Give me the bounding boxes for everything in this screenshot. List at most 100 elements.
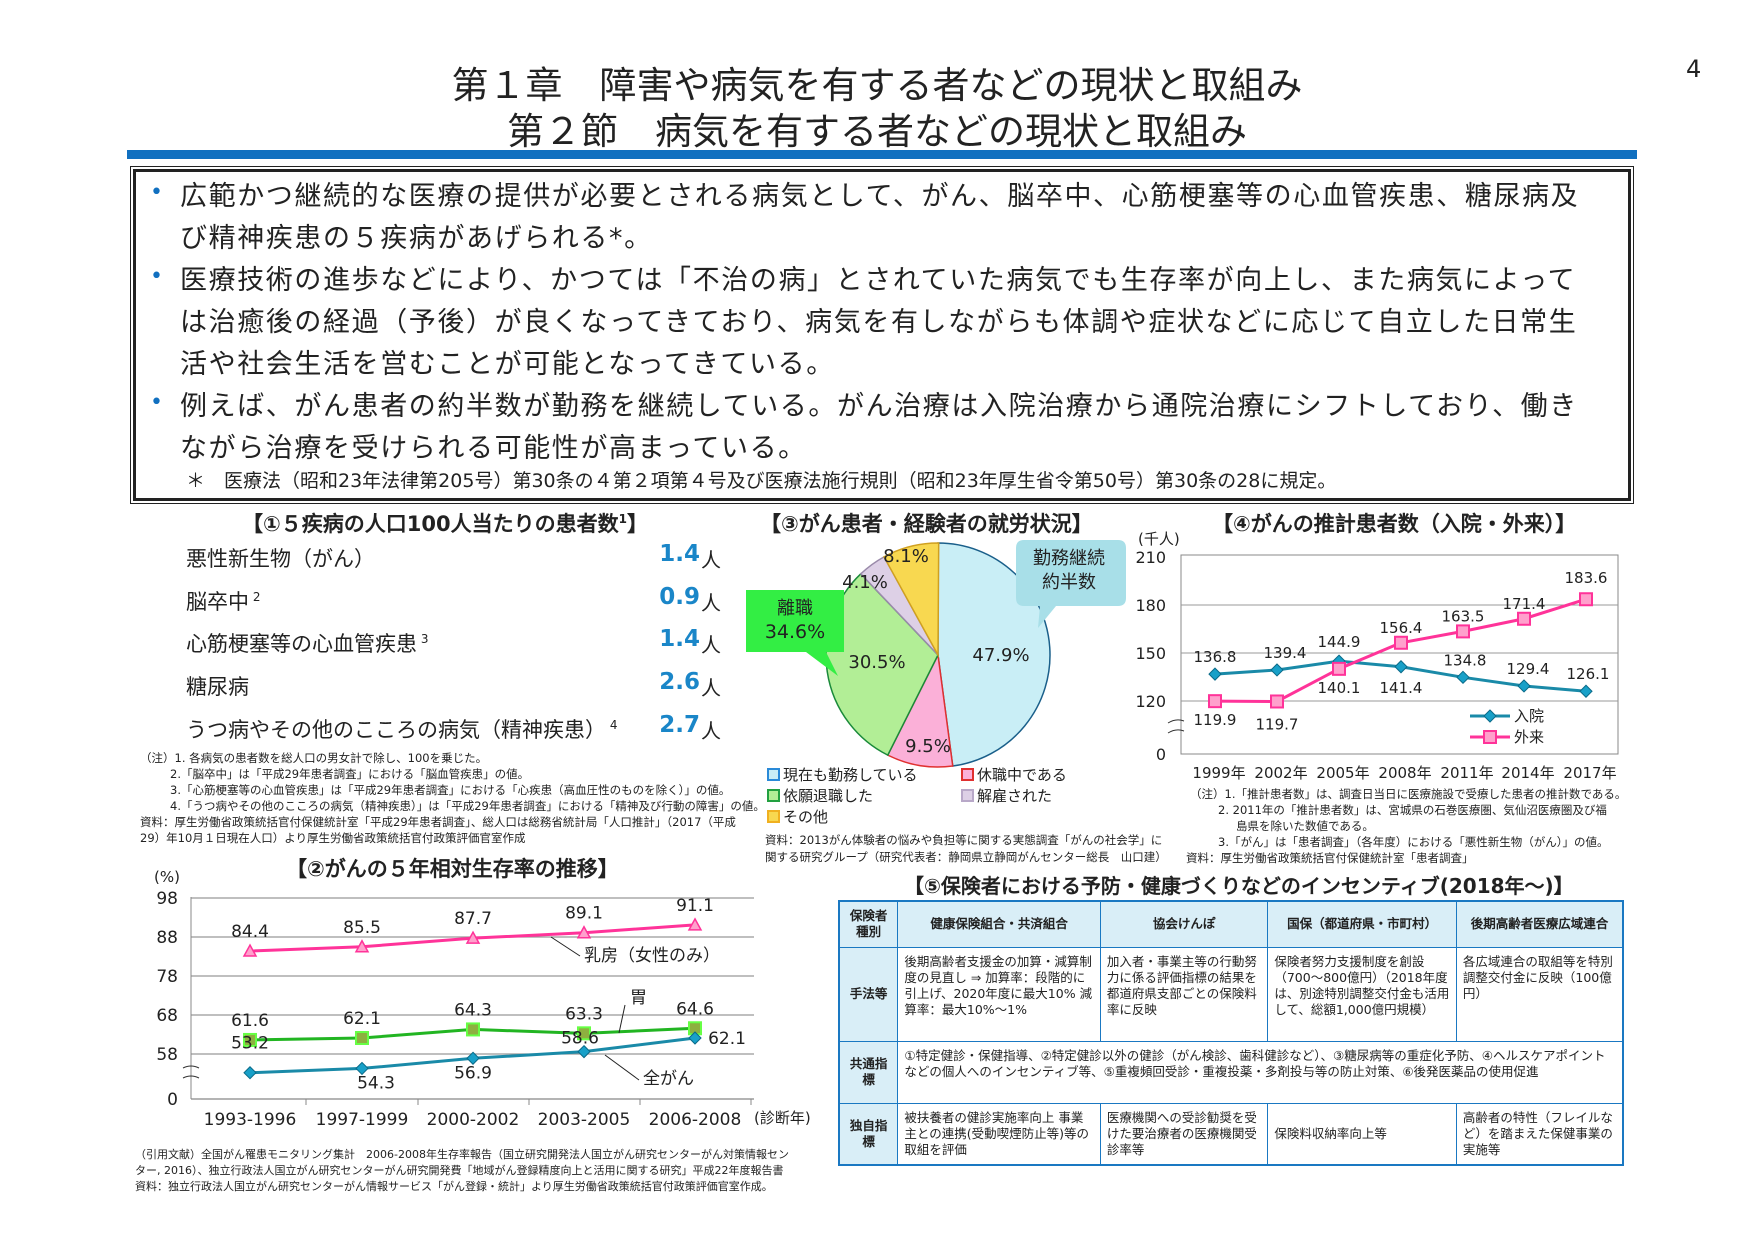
footnote-ref: 4 <box>606 718 618 732</box>
bullet-1-line-2: び精神疾患の５疾病があげられる*。 <box>180 223 653 254</box>
plot-frame <box>1180 554 1619 755</box>
data-label: 141.4 <box>1380 679 1423 697</box>
header-late-elderly: 後期高齢者医療広域連合 <box>1455 900 1624 948</box>
y-tick-label: 68 <box>156 1006 178 1026</box>
legend-label: 依願退職した <box>783 787 873 805</box>
slice-label: 47.9% <box>972 645 1029 666</box>
disease-label: 脳卒中 2 <box>186 590 261 614</box>
legend-marker <box>1483 730 1497 744</box>
data-point <box>577 1044 591 1059</box>
data-label: 134.8 <box>1444 651 1487 669</box>
y-tick-label: 98 <box>156 889 178 909</box>
bullet-2-line-2: は治癒後の経過（予後）が良くなってきており、病気を有しながらも体調や症状などに応… <box>180 307 1578 338</box>
header-kyokai-kenpo: 協会けんぽ <box>1099 900 1269 948</box>
data-point <box>1517 679 1531 693</box>
data-point <box>354 939 370 953</box>
chart4-note: 3.「がん」は「患者調査」（各年度）における「悪性新生物（がん）」の値。 <box>1218 835 1609 849</box>
panel5-title: 【⑤保険者における予防・健康づくりなどのインセンティブ(2018年〜)】 <box>904 874 1574 898</box>
y-tick-label: 0 <box>167 1090 178 1110</box>
patient-count-value: 0.9 <box>659 584 700 610</box>
panel1-note: 2.「脳卒中」は「平成29年患者調査」における「脳血管疾患」の値。 <box>170 767 530 781</box>
data-point <box>465 930 481 944</box>
axis-break-icon <box>182 1065 200 1079</box>
summary-footnote: ＊ 医療法（昭和23年法律第205号）第30条の４第２項第４号及び医療法施行規則… <box>186 470 1337 492</box>
summary-box <box>130 166 1634 504</box>
table-cell: 後期高齢者支援金の加算・減算制度の見直し ⇒ 加算率：段階的に引上げ、2020年… <box>897 946 1101 1042</box>
data-point <box>1456 670 1470 685</box>
data-label: 64.6 <box>676 999 714 1019</box>
table-row: 共通指標 ①特定健診・保健指導、②特定健診以外の健診（がん検診、歯科健診など）、… <box>838 1040 1624 1104</box>
bullet-3-line-1: 例えば、がん患者の約半数が勤務を継続している。がん治療は入院治療から通院治療にシ… <box>180 391 1578 422</box>
patient-count-value: 2.7 <box>659 712 700 738</box>
chart4-note: 2. 2011年の「推計患者数」は、宮城県の石巻医療圏、気仙沼医療圏及び福 <box>1218 803 1607 817</box>
x-tick-label: 2011年 <box>1440 764 1493 782</box>
data-label: 61.6 <box>231 1011 269 1031</box>
panel1-title: 【①５疾病の人口100人当たりの患者数1】 <box>242 508 648 538</box>
chart3-source: 関する研究グループ（研究代表者：静岡県立静岡がんセンター総長 山口建） <box>765 850 1167 864</box>
row-head: 共通指標 <box>838 1040 899 1104</box>
x-tick-label: 2014年 <box>1501 764 1554 782</box>
data-label: 54.3 <box>357 1073 395 1093</box>
legend-label: 外来 <box>1514 728 1544 746</box>
data-point <box>242 943 258 957</box>
callout-right <box>1016 540 1126 628</box>
callout-right-text: 勤務継続 <box>1033 548 1105 569</box>
x-tick-label: 1993-1996 <box>204 1110 297 1130</box>
data-point <box>687 917 703 931</box>
incentive-table: 保険者種別 健康保険組合・共済組合 協会けんぽ 国保（都道府県・市町村） 後期高… <box>838 900 1624 1167</box>
data-label: 62.1 <box>343 1009 381 1029</box>
data-point <box>577 1026 591 1041</box>
page-number: 4 <box>1686 55 1702 83</box>
data-label: 58.6 <box>561 1029 599 1049</box>
header-insurer-type: 保険者種別 <box>838 900 899 948</box>
data-point <box>576 925 592 939</box>
axis-break-icon <box>1167 719 1185 734</box>
unit-label: 人 <box>701 548 721 572</box>
legend-swatch <box>961 789 974 802</box>
data-label: 139.4 <box>1264 644 1307 662</box>
data-point <box>1456 624 1470 639</box>
panel1-source: 資料：厚生労働省政策統括官付保健統計室「平成29年患者調査」、総人口は総務省統計… <box>140 815 736 829</box>
data-label: 129.4 <box>1507 660 1550 678</box>
panel1-title-end: 】 <box>626 512 648 536</box>
chart2-y-unit: (%) <box>154 868 180 886</box>
chart2-x-unit: (診断年) <box>754 1109 811 1127</box>
disease-label: 糖尿病 <box>186 675 249 699</box>
row-head: 独自指標 <box>838 1102 899 1166</box>
series-label: 胃 <box>630 988 647 1008</box>
chart2-source: ター, 2016）、独立行政法人国立がん研究センターがん研究開発費「地域がん登録… <box>135 1164 784 1177</box>
table-cell: 高齢者の特性（フレイルなど）を踏まえた保健事業の実施等 <box>1455 1102 1624 1166</box>
legend-label: 入院 <box>1514 707 1544 725</box>
bullet-dot: • <box>150 390 163 415</box>
slice-label: 8.1% <box>883 546 929 567</box>
chart4-source: 資料：厚生労働省政策統括官付保健統計室「患者調査」 <box>1186 851 1474 865</box>
chart2-title: 【②がんの５年相対生存率の推移】 <box>286 857 619 881</box>
legend-swatch <box>961 768 974 781</box>
x-tick-label: 1997-1999 <box>316 1110 409 1130</box>
legend-label: 解雇された <box>977 787 1052 805</box>
data-point <box>1394 635 1408 650</box>
panel1-title-text: 【①５疾病の人口100人当たりの患者数 <box>242 512 619 536</box>
chapter-title: 第１章 障害や病気を有する者などの現状と取組み <box>451 64 1303 107</box>
y-tick-label: 210 <box>1135 548 1166 567</box>
data-point <box>1270 663 1284 677</box>
table-cell: 被扶養者の健診実施率向上 事業主との連携(受動喫煙防止等)等の取組を評価 <box>897 1102 1101 1166</box>
table-cell: 保険料収納率向上等 <box>1267 1102 1457 1166</box>
data-point <box>1579 684 1593 698</box>
table-cell: 医療機関への受診勧奨を受けた要治療者の医療機関受診率等 <box>1099 1102 1269 1166</box>
data-point <box>466 1022 480 1037</box>
x-tick-label: 2005年 <box>1316 764 1369 782</box>
unit-label: 人 <box>701 591 721 615</box>
data-point <box>243 1032 257 1047</box>
panel1-source: 29）年10月１日現在人口）より厚生労働省政策統括官付政策評価官室作成 <box>140 831 526 845</box>
chart2-source: 資料：独立行政法人国立がん研究センターがん情報サービス「がん登録・統計」より厚生… <box>135 1180 773 1193</box>
footnote-ref: 3 <box>417 632 429 646</box>
data-point <box>1579 592 1593 607</box>
chart3-source: 資料：2013がん体験者の悩みや負担等に関する実態調査「がんの社会学」に <box>765 833 1163 847</box>
callout-left-text: 離職 <box>777 598 813 619</box>
section-title: 第２節 病気を有する者などの現状と取組み <box>507 110 1247 153</box>
chart2-source: （引用文献）全国がん罹患モニタリング集計 2006-2008年生存率報告（国立研… <box>135 1148 789 1161</box>
bullet-dot: • <box>150 264 163 289</box>
unit-label: 人 <box>701 719 721 743</box>
